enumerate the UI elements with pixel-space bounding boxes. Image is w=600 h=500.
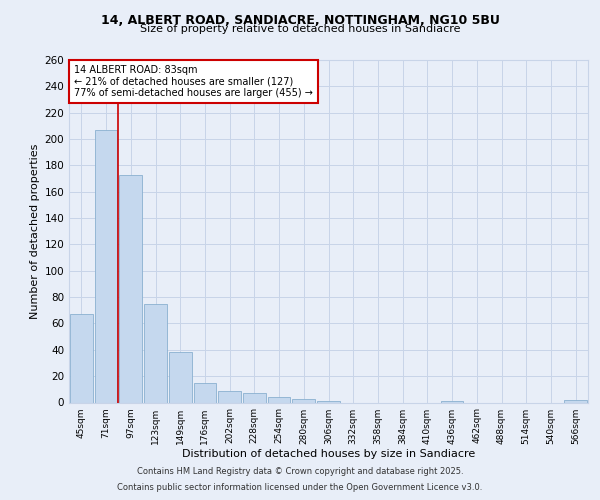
- Bar: [292, 398, 315, 402]
- Text: Size of property relative to detached houses in Sandiacre: Size of property relative to detached ho…: [140, 24, 460, 34]
- Bar: [243, 394, 266, 402]
- Bar: [441, 401, 463, 402]
- Y-axis label: Number of detached properties: Number of detached properties: [30, 144, 40, 319]
- Bar: [317, 401, 340, 402]
- Bar: [119, 174, 142, 402]
- Text: Contains public sector information licensed under the Open Government Licence v3: Contains public sector information licen…: [118, 484, 482, 492]
- Bar: [95, 130, 118, 402]
- Bar: [194, 382, 216, 402]
- Bar: [169, 352, 191, 403]
- X-axis label: Distribution of detached houses by size in Sandiacre: Distribution of detached houses by size …: [182, 450, 475, 460]
- Text: 14 ALBERT ROAD: 83sqm
← 21% of detached houses are smaller (127)
77% of semi-det: 14 ALBERT ROAD: 83sqm ← 21% of detached …: [74, 65, 313, 98]
- Bar: [564, 400, 587, 402]
- Bar: [70, 314, 93, 402]
- Bar: [218, 390, 241, 402]
- Text: Contains HM Land Registry data © Crown copyright and database right 2025.: Contains HM Land Registry data © Crown c…: [137, 467, 463, 476]
- Text: 14, ALBERT ROAD, SANDIACRE, NOTTINGHAM, NG10 5BU: 14, ALBERT ROAD, SANDIACRE, NOTTINGHAM, …: [101, 14, 499, 27]
- Bar: [268, 397, 290, 402]
- Bar: [144, 304, 167, 402]
